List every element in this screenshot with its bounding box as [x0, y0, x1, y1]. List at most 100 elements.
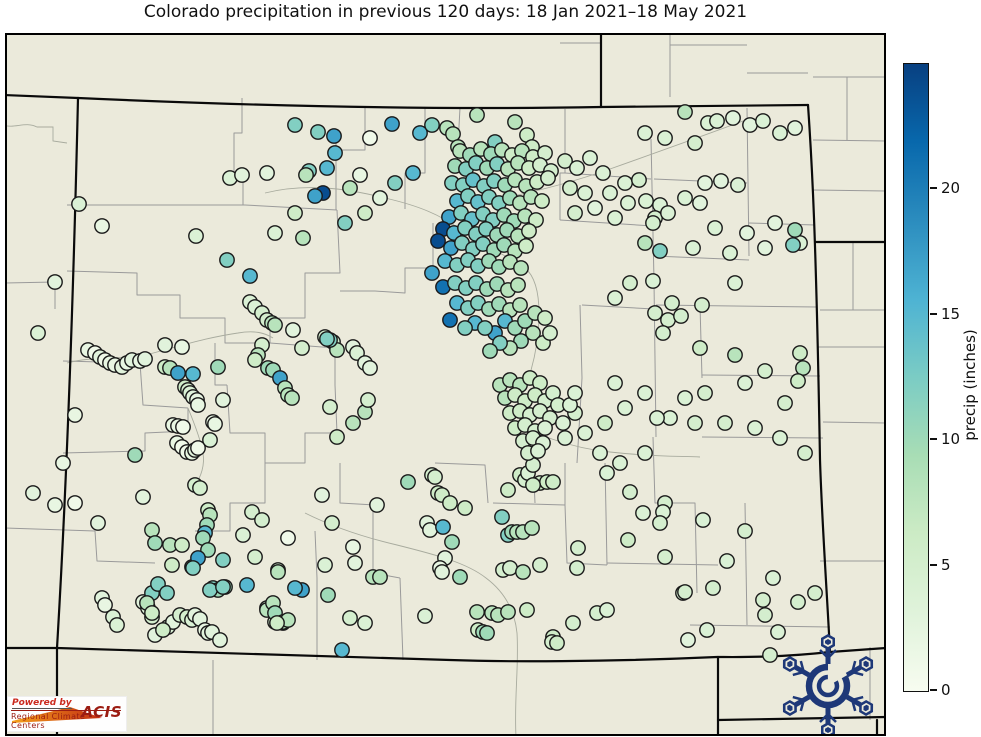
station-point	[164, 557, 180, 573]
station-point	[185, 560, 201, 576]
station-point	[234, 167, 250, 183]
acis-powered-by-text: Powered by	[12, 698, 72, 709]
station-point	[287, 205, 303, 221]
station-point	[807, 585, 823, 601]
acis-subtitle-text: Regional Climate Centers	[11, 710, 121, 730]
station-point	[387, 175, 403, 191]
station-point	[442, 495, 458, 511]
station-point	[569, 560, 585, 576]
station-point	[762, 647, 778, 663]
station-point	[202, 432, 218, 448]
station-point	[525, 325, 541, 341]
station-point	[427, 469, 443, 485]
station-point	[777, 395, 793, 411]
station-point	[319, 160, 335, 176]
station-point	[90, 515, 106, 531]
station-point	[384, 116, 400, 132]
station-point	[787, 222, 803, 238]
station-point	[530, 443, 546, 459]
station-point	[155, 622, 171, 638]
station-point	[337, 215, 353, 231]
station-point	[270, 564, 286, 580]
station-point	[699, 622, 715, 638]
station-point	[47, 497, 63, 513]
station-point	[307, 188, 323, 204]
station-point	[770, 624, 786, 640]
station-point	[677, 104, 693, 120]
station-point	[557, 153, 573, 169]
station-point	[537, 310, 553, 326]
station-point	[797, 445, 813, 461]
station-point	[239, 577, 255, 593]
station-point	[747, 420, 763, 436]
station-point	[607, 290, 623, 306]
station-point	[94, 218, 110, 234]
station-point	[417, 608, 433, 624]
border-co-east	[806, 103, 832, 654]
station-point	[47, 274, 63, 290]
station-point	[442, 312, 458, 328]
station-point	[755, 592, 771, 608]
station-point	[287, 117, 303, 133]
station-point	[175, 419, 191, 435]
colorbar-tick	[930, 312, 937, 315]
station-point	[790, 373, 806, 389]
station-point	[215, 579, 231, 595]
station-point	[795, 360, 811, 376]
station-point	[515, 564, 531, 580]
acis-logo: Powered by ACIS Regional Climate Centers	[8, 697, 126, 731]
border-co-south	[55, 646, 832, 663]
station-point	[622, 484, 638, 500]
station-point	[210, 359, 226, 375]
station-point	[500, 482, 516, 498]
station-point	[357, 615, 373, 631]
station-point	[525, 477, 541, 493]
station-point	[697, 385, 713, 401]
station-point	[317, 557, 333, 573]
station-point	[647, 305, 663, 321]
station-point	[482, 343, 498, 359]
station-point	[655, 325, 671, 341]
data-points	[25, 104, 823, 663]
station-point	[362, 130, 378, 146]
station-point	[452, 569, 468, 585]
colorbar-gradient	[903, 63, 929, 692]
station-point	[607, 210, 623, 226]
station-point	[430, 233, 446, 249]
station-point	[524, 520, 540, 536]
station-point	[502, 560, 518, 576]
station-point	[638, 193, 654, 209]
station-point	[185, 366, 201, 382]
station-point	[320, 587, 336, 603]
station-point	[174, 537, 190, 553]
station-point	[602, 185, 618, 201]
station-point	[792, 345, 808, 361]
station-point	[295, 230, 311, 246]
station-point	[597, 415, 613, 431]
station-point	[790, 594, 806, 610]
station-point	[510, 277, 526, 293]
colorbar-tick-label: 15	[941, 304, 961, 323]
station-point	[360, 392, 376, 408]
station-point	[235, 527, 251, 543]
station-point	[174, 339, 190, 355]
station-point	[519, 602, 535, 618]
station-point	[719, 553, 735, 569]
station-point	[190, 397, 206, 413]
station-point	[673, 308, 689, 324]
station-point	[518, 238, 534, 254]
station-point	[507, 114, 523, 130]
station-point	[513, 260, 529, 276]
station-point	[785, 237, 801, 253]
station-point	[500, 604, 516, 620]
station-point	[742, 117, 758, 133]
station-point	[725, 110, 741, 126]
chart-title: Colorado precipitation in previous 120 d…	[143, 2, 748, 22]
station-point	[259, 165, 275, 181]
station-point	[445, 126, 461, 142]
station-point	[660, 205, 676, 221]
station-point	[687, 415, 703, 431]
station-point	[477, 320, 493, 336]
station-point	[314, 487, 330, 503]
station-point	[412, 125, 428, 141]
